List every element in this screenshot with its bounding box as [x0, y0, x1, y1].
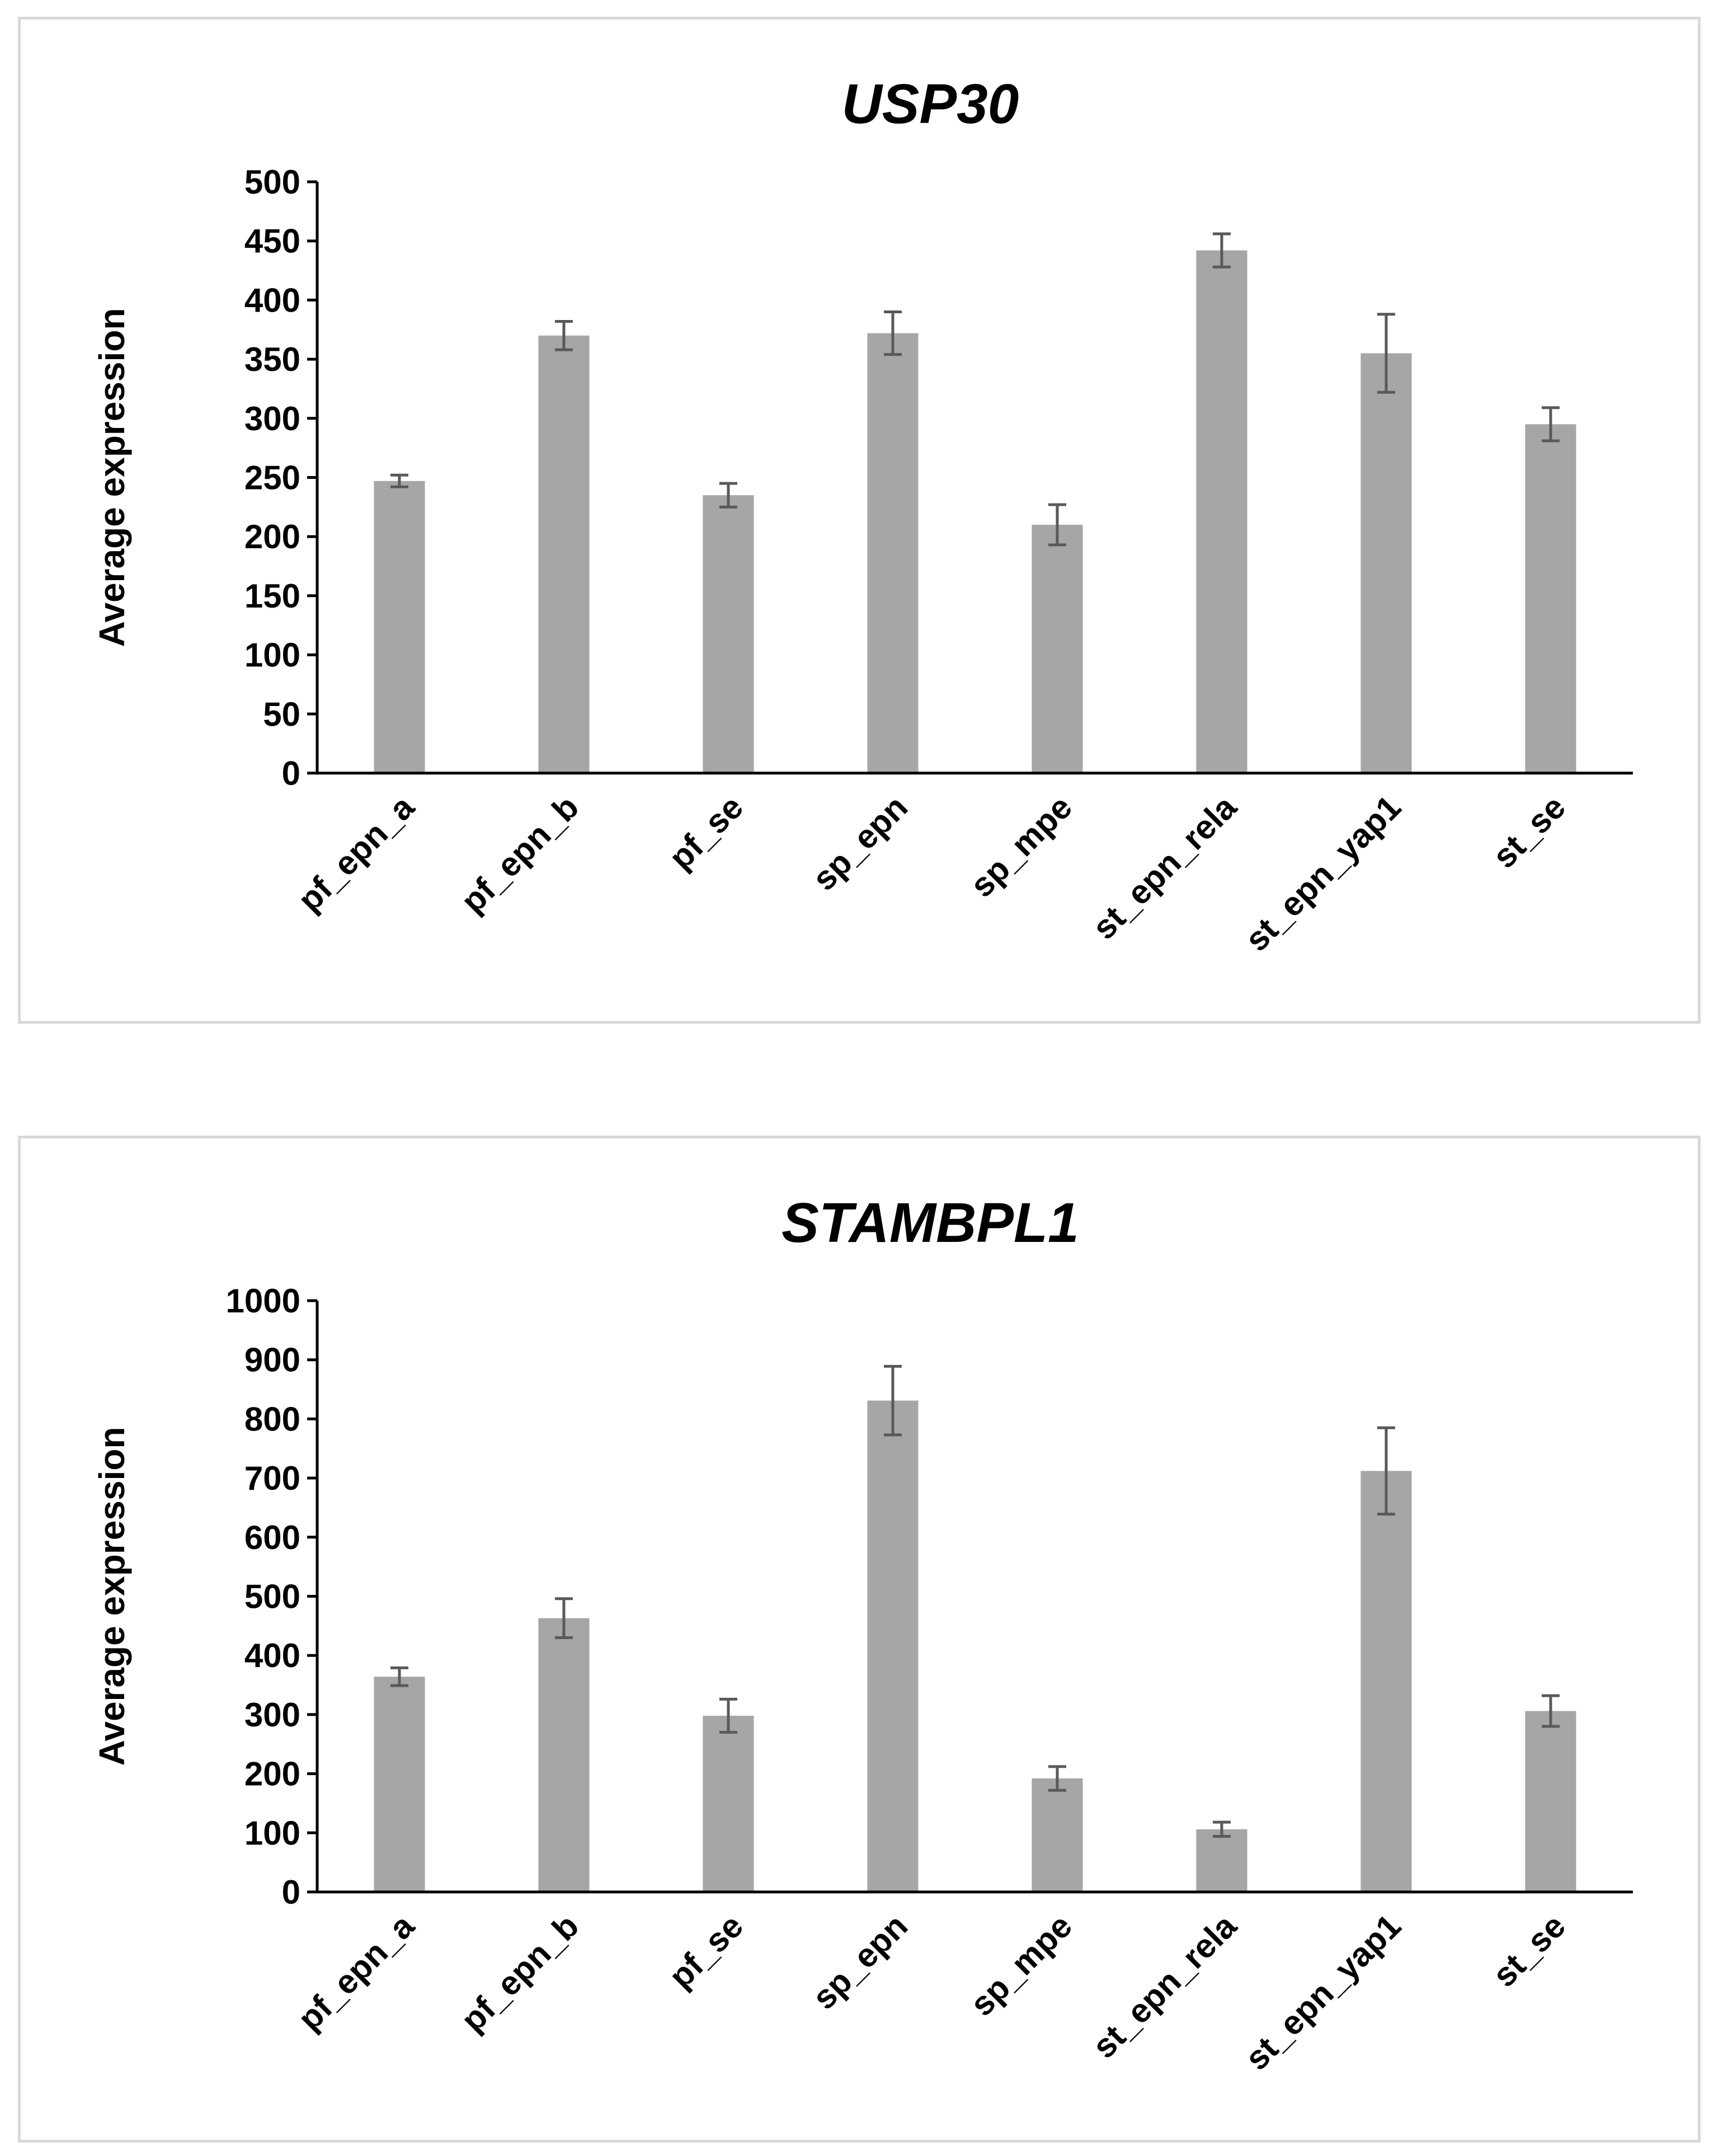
y-tick-label: 100: [244, 637, 300, 674]
x-tick-label: pf_epn_a: [291, 1906, 422, 2037]
y-tick-label: 800: [244, 1400, 300, 1438]
error-bar-pf_epn_b: [555, 1597, 573, 1639]
bar-st_se: [1525, 424, 1576, 773]
x-tick-label: pf_epn_b: [454, 1907, 586, 2039]
y-tick-label: 600: [244, 1519, 300, 1556]
usp30-chart-panel: USP30 Average expression 0 50 100 150 200 250 30…: [18, 17, 1701, 1024]
y-tick-label: 300: [244, 400, 300, 437]
y-tick-label: 350: [244, 341, 300, 378]
y-tick-label: 250: [244, 459, 300, 497]
x-tick-label: pf_epn_b: [454, 788, 586, 920]
y-tick-label: 200: [244, 1755, 300, 1793]
bar-st_se: [1525, 1711, 1576, 1892]
bar-pf_se: [703, 1716, 754, 1892]
error-bar-pf_se: [719, 482, 737, 509]
chart-title: STAMBPL1: [781, 1192, 1079, 1254]
chart-title: USP30: [842, 73, 1019, 135]
bar-pf_epn_a: [374, 1677, 425, 1892]
y-tick-label: 400: [244, 1637, 300, 1674]
stambpl1-chart-panel: STAMBPL1 Average expression 0 100 200 300 400 5…: [18, 1136, 1701, 2143]
error-bar-st_epn_rela: [1213, 232, 1231, 269]
bar-sp_epn: [867, 1400, 919, 1892]
y-tick-label: 300: [244, 1696, 300, 1734]
bar-pf_se: [703, 495, 754, 773]
error-bar-pf_epn_b: [555, 319, 573, 351]
bar-pf_epn_b: [538, 335, 590, 773]
bar-st_epn_yap1: [1360, 1471, 1412, 1892]
x-tick-label: pf_se: [662, 788, 750, 877]
y-tick-label: 50: [263, 695, 300, 733]
y-tick-label: 500: [244, 163, 300, 201]
bar-sp_epn: [867, 333, 919, 773]
x-tick-label: pf_epn_a: [291, 788, 422, 919]
error-bar-sp_mpe: [1048, 1765, 1066, 1792]
x-tick-label: sp_mpe: [963, 788, 1079, 905]
bar-sp_mpe: [1032, 1778, 1083, 1892]
x-tick-label: st_epn_rela: [1085, 788, 1244, 947]
error-bar-sp_epn: [884, 310, 902, 356]
error-bar-st_se: [1542, 1694, 1560, 1728]
error-bar-st_epn_yap1: [1377, 1426, 1395, 1516]
error-bar-pf_epn_a: [390, 1666, 408, 1687]
bar-st_epn_rela: [1196, 1829, 1247, 1892]
x-tick-label: sp_epn: [805, 788, 915, 898]
y-tick-label: 100: [244, 1814, 300, 1852]
error-bar-st_epn_rela: [1213, 1820, 1231, 1838]
error-bar-sp_epn: [884, 1364, 902, 1437]
x-tick-label: st_epn_yap1: [1238, 1907, 1408, 2077]
bar-st_epn_rela: [1196, 250, 1247, 773]
y-tick-label: 0: [282, 755, 300, 792]
bar-pf_epn_b: [538, 1618, 590, 1892]
bar-pf_epn_a: [374, 481, 425, 773]
x-tick-label: st_epn_yap1: [1238, 788, 1408, 958]
bar-st_epn_yap1: [1360, 353, 1412, 773]
error-bar-pf_se: [719, 1697, 737, 1734]
usp30-chart: USP30 Average expression 0 50 100 150 200 250 30…: [92, 73, 1633, 958]
y-tick-label: 700: [244, 1460, 300, 1497]
error-bar-sp_mpe: [1048, 503, 1066, 547]
y-tick-label: 400: [244, 281, 300, 319]
y-tick-label: 150: [244, 577, 300, 615]
y-tick-label: 200: [244, 518, 300, 556]
y-tick-label: 500: [244, 1578, 300, 1616]
error-bar-st_se: [1542, 406, 1560, 443]
y-tick-label: 1000: [226, 1282, 300, 1320]
y-tick-label: 900: [244, 1341, 300, 1379]
y-tick-label: 0: [282, 1873, 300, 1911]
x-tick-label: st_se: [1485, 788, 1572, 875]
bar-sp_mpe: [1032, 525, 1083, 773]
error-bar-st_epn_yap1: [1377, 313, 1395, 394]
y-axis-label: Average expression: [92, 1427, 132, 1766]
stambpl1-chart: STAMBPL1 Average expression 0 100 200 300 400 5…: [92, 1192, 1633, 2077]
y-axis-label: Average expression: [92, 308, 132, 647]
x-tick-label: sp_epn: [805, 1907, 915, 2017]
x-tick-label: st_se: [1485, 1907, 1572, 1994]
y-tick-label: 450: [244, 223, 300, 260]
x-tick-label: sp_mpe: [963, 1907, 1079, 2023]
x-tick-label: st_epn_rela: [1085, 1906, 1244, 2065]
x-tick-label: pf_se: [662, 1907, 750, 1995]
error-bar-pf_epn_a: [390, 473, 408, 488]
